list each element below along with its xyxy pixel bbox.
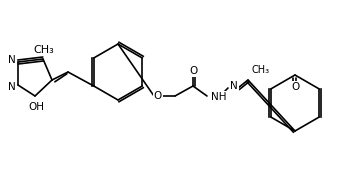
Text: CH₃: CH₃ <box>34 45 54 55</box>
Text: O: O <box>154 91 162 101</box>
Text: N: N <box>230 81 238 91</box>
Text: CH₃: CH₃ <box>34 45 54 55</box>
Text: OH: OH <box>27 102 43 112</box>
Text: N: N <box>8 55 16 65</box>
Text: O: O <box>190 66 198 76</box>
Text: O: O <box>291 82 299 92</box>
Text: OH: OH <box>28 102 44 112</box>
Text: O: O <box>190 66 198 76</box>
Text: N: N <box>8 82 16 92</box>
Text: CH₃: CH₃ <box>252 65 270 75</box>
Text: NH: NH <box>211 92 226 102</box>
Text: O: O <box>154 91 162 101</box>
Text: N: N <box>8 55 16 65</box>
Text: NH: NH <box>211 92 226 102</box>
Text: N: N <box>8 82 16 92</box>
Text: CH₃: CH₃ <box>252 65 270 75</box>
Text: O: O <box>291 82 299 92</box>
Text: N: N <box>230 81 238 91</box>
